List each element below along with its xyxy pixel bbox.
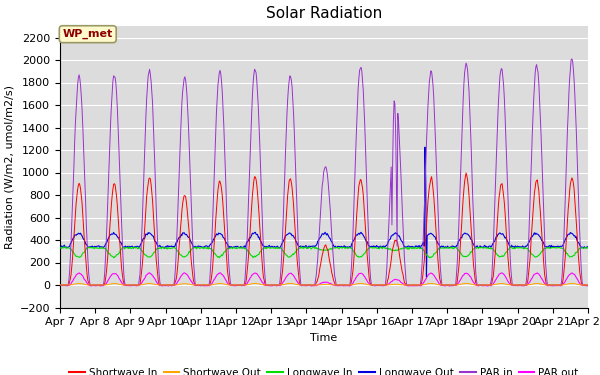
Y-axis label: Radiation (W/m2, umol/m2/s): Radiation (W/m2, umol/m2/s) (4, 85, 14, 249)
Legend: Shortwave In, Shortwave Out, Longwave In, Longwave Out, PAR in, PAR out: Shortwave In, Shortwave Out, Longwave In… (65, 363, 583, 375)
Text: WP_met: WP_met (62, 29, 113, 39)
Title: Solar Radiation: Solar Radiation (266, 6, 382, 21)
X-axis label: Time: Time (310, 333, 338, 343)
